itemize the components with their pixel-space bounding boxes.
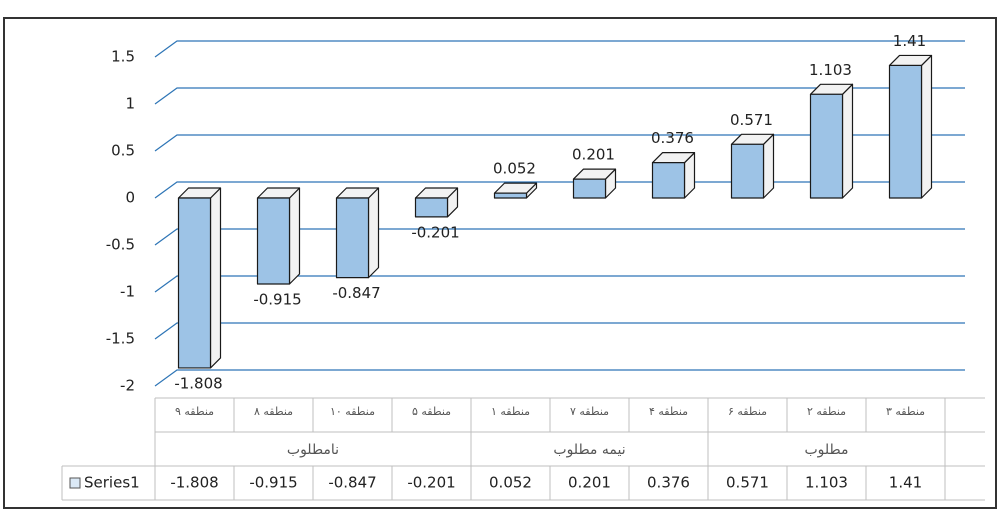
table-value: 1.41 bbox=[889, 474, 922, 492]
bar bbox=[414, 187, 459, 218]
bar-front bbox=[414, 197, 449, 218]
y-tick-label: 1.5 bbox=[111, 48, 135, 66]
table-value: 0.052 bbox=[489, 474, 532, 492]
table-value: 0.376 bbox=[647, 474, 690, 492]
bar-side bbox=[762, 133, 775, 199]
group-label: مطلوب bbox=[804, 442, 848, 458]
x-tick-label: منطقه ۷ bbox=[570, 405, 609, 418]
bar-front bbox=[809, 93, 844, 199]
legend-key bbox=[69, 477, 81, 489]
table-value: -0.915 bbox=[249, 474, 297, 492]
group-label: نیمه مطلوب bbox=[553, 442, 625, 458]
y-tick-label: -1 bbox=[120, 283, 135, 301]
x-tick-label: منطقه ۶ bbox=[728, 405, 767, 418]
x-tick-label: منطقه ۲ bbox=[807, 405, 846, 418]
bar bbox=[493, 182, 538, 199]
y-tick-label: -1.5 bbox=[106, 330, 135, 348]
bar bbox=[730, 133, 775, 199]
table-value: 0.201 bbox=[568, 474, 611, 492]
value-label: 1.103 bbox=[809, 61, 852, 79]
x-tick-label: منطقه ۴ bbox=[649, 405, 688, 418]
value-label: 1.41 bbox=[893, 32, 926, 50]
grid-line bbox=[154, 228, 965, 246]
grid-line bbox=[154, 369, 965, 387]
bar-front bbox=[888, 64, 923, 199]
value-label: -0.847 bbox=[332, 284, 380, 302]
x-tick-label: منطقه ۹ bbox=[175, 405, 214, 418]
y-tick-label: -0.5 bbox=[106, 236, 135, 254]
bar-front bbox=[651, 162, 686, 199]
bar-front bbox=[572, 178, 607, 199]
x-tick-label: منطقه ۸ bbox=[254, 405, 293, 418]
bar bbox=[809, 83, 854, 199]
grid-line bbox=[154, 322, 965, 340]
bar-side bbox=[920, 54, 933, 199]
bar-front bbox=[256, 197, 291, 285]
bar-front bbox=[335, 197, 370, 279]
bar-front bbox=[493, 192, 528, 199]
x-tick-label: منطقه ۳ bbox=[886, 405, 925, 418]
grid-line bbox=[154, 134, 965, 152]
bar-side bbox=[288, 187, 301, 285]
x-tick-label: منطقه ۱ bbox=[491, 405, 530, 418]
x-tick-label: منطقه ۱۰ bbox=[330, 405, 375, 418]
x-tick-label: منطقه ۵ bbox=[412, 405, 451, 418]
bar bbox=[256, 187, 301, 285]
bar-front bbox=[177, 197, 212, 369]
grid-line bbox=[154, 275, 965, 293]
y-tick-label: 1 bbox=[125, 95, 135, 113]
table-value: 1.103 bbox=[805, 474, 848, 492]
series-name: Series1 bbox=[84, 474, 140, 492]
group-label: نامطلوب bbox=[287, 442, 339, 458]
bar bbox=[335, 187, 380, 279]
y-tick-label: 0.5 bbox=[111, 142, 135, 160]
table-value: 0.571 bbox=[726, 474, 769, 492]
y-tick-label: 0 bbox=[125, 189, 135, 207]
value-label: 0.376 bbox=[651, 129, 694, 147]
bar bbox=[888, 54, 933, 199]
bar-front bbox=[730, 143, 765, 199]
grid-line bbox=[154, 181, 965, 199]
bar-side bbox=[209, 187, 222, 369]
table-value: -1.808 bbox=[170, 474, 218, 492]
y-tick-label: -2 bbox=[120, 377, 135, 395]
grid-line bbox=[154, 87, 965, 105]
value-label: 0.571 bbox=[730, 111, 773, 129]
bar bbox=[651, 152, 696, 199]
bar bbox=[572, 168, 617, 199]
bar-side bbox=[841, 83, 854, 199]
value-label: 0.052 bbox=[493, 160, 536, 178]
bar bbox=[177, 187, 222, 369]
value-label: -0.201 bbox=[411, 223, 459, 241]
value-label: -1.808 bbox=[174, 374, 222, 392]
bar-side bbox=[367, 187, 380, 279]
value-label: 0.201 bbox=[572, 146, 615, 164]
table-value: -0.847 bbox=[328, 474, 376, 492]
value-label: -0.915 bbox=[253, 291, 301, 309]
grid-line bbox=[154, 40, 965, 58]
table-value: -0.201 bbox=[407, 474, 455, 492]
